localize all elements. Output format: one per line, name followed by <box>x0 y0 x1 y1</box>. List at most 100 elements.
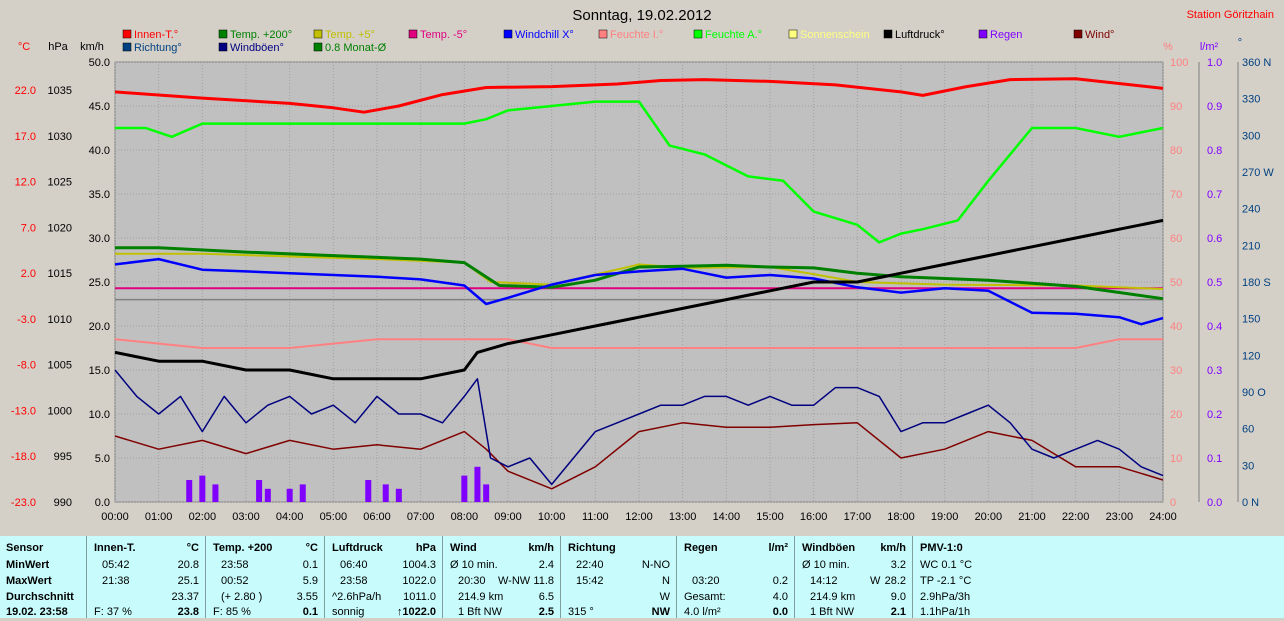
temp-tick: -13.0 <box>11 405 36 417</box>
legend-label: Innen-T.° <box>134 29 178 41</box>
rain-tick: 0.7 <box>1207 189 1222 201</box>
rain-tick: 0.2 <box>1207 409 1222 421</box>
dir-tick: 90 O <box>1242 387 1266 399</box>
time-tick: 23:00 <box>1106 511 1134 523</box>
time-tick: 04:00 <box>276 511 304 523</box>
stats-luft-current: ↑1022.0 <box>396 606 436 618</box>
rain-tick: 0.8 <box>1207 145 1222 157</box>
dir-tick: 210 <box>1242 240 1260 252</box>
stats-boen-max-dir: W <box>870 575 881 587</box>
temp-tick: 22.0 <box>15 85 36 97</box>
stats-regen-sum: 4.0 l/m² <box>684 606 721 618</box>
axis-unit-rain: l/m² <box>1200 41 1219 53</box>
temp-tick: -23.0 <box>11 497 36 509</box>
legend-label: Temp. +200° <box>230 29 292 41</box>
stats-boen-avg: 9.0 <box>890 591 906 603</box>
legend-swatch <box>122 42 132 52</box>
legend-swatch <box>218 29 228 39</box>
kmh-tick: 10.0 <box>89 409 110 421</box>
dir-tick: 330 <box>1242 94 1260 106</box>
rain-bar <box>461 475 468 502</box>
stats-avg-label: Durchschnitt <box>6 591 74 603</box>
stats-innen-max-time: 21:38 <box>102 575 130 587</box>
time-tick: 10:00 <box>538 511 566 523</box>
series-line-windb-en- <box>114 369 1164 486</box>
stats-richtung-deg: 315 ° <box>568 606 594 618</box>
stats-wind-unit: km/h <box>528 542 554 554</box>
kmh-tick: 25.0 <box>89 277 110 289</box>
time-tick: 21:00 <box>1018 511 1046 523</box>
hpa-tick: 1015 <box>48 268 72 280</box>
rain-bar <box>199 475 206 502</box>
stats-wind-col: Wind km/h Ø 10 min. 2.4 20:30 W-NW 11.8 214.… <box>444 536 561 618</box>
dir-tick: 0 N <box>1242 497 1259 509</box>
hpa-tick: 1000 <box>48 405 72 417</box>
station-name: Station Göritzhain <box>1187 9 1274 21</box>
time-tick: 18:00 <box>887 511 915 523</box>
dir-tick: 60 <box>1242 424 1254 436</box>
legend-label: Richtung° <box>134 42 182 54</box>
stats-boen-avg10: 3.2 <box>890 559 906 571</box>
temp-tick: -3.0 <box>17 314 36 326</box>
stats-temp-unit: °C <box>305 542 318 554</box>
kmh-tick: 0.0 <box>95 497 110 509</box>
stats-richtung-current: NW <box>651 606 670 618</box>
weather-chart: Sonntag, 19.02.2012 Station Göritzhain Inn… <box>11 7 1274 523</box>
legend-label: Temp. -5° <box>420 29 467 41</box>
stats-wind-max-dir: W-NW <box>498 575 531 587</box>
stats-wind-max: 11.8 <box>533 575 554 587</box>
stats-innen-min: 20.8 <box>177 559 199 571</box>
time-tick: 05:00 <box>320 511 348 523</box>
pct-tick: 40 <box>1170 321 1182 333</box>
axis-unit-dir: ° <box>1238 37 1242 49</box>
time-tick: 02:00 <box>189 511 217 523</box>
stats-wind-max-time: 20:30 <box>458 575 486 587</box>
stats-temp-min: 0.1 <box>302 559 318 571</box>
stats-temp-max: 5.9 <box>302 575 318 587</box>
legend-label: Feuchte I.° <box>610 29 663 41</box>
time-tick: 24:00 <box>1149 511 1177 523</box>
stats-boen-col: Windböen km/h Ø 10 min. 3.2 14:12 W 28.2 214… <box>796 536 913 618</box>
stats-luft-forecast: sonnig <box>332 606 365 618</box>
dir-tick: 360 N <box>1242 57 1271 69</box>
legend-swatch <box>978 29 988 39</box>
legend-label: 0.8 Monat-Ø <box>325 42 387 54</box>
series-line-temp-5- <box>115 252 1164 290</box>
hpa-tick: 1025 <box>48 177 72 189</box>
stats-panel: Sensor MinWert MaxWert Durchschnitt 19.0… <box>0 536 1284 618</box>
time-tick: 09:00 <box>494 511 522 523</box>
legend-swatch <box>598 29 608 39</box>
hpa-tick: 1020 <box>48 222 72 234</box>
stats-richtung-title: Richtung <box>568 542 616 554</box>
temp-tick: 2.0 <box>21 268 36 280</box>
kmh-tick: 30.0 <box>89 233 110 245</box>
legend-swatch <box>313 42 323 52</box>
stats-richtung-d2: N <box>662 575 670 587</box>
time-tick: 01:00 <box>145 511 173 523</box>
stats-innen-unit: °C <box>186 542 199 554</box>
time-tick: 22:00 <box>1062 511 1090 523</box>
rain-bar <box>186 480 193 502</box>
legend-swatch <box>313 29 323 39</box>
stats-pmv-1h: 1.1hPa/1h <box>920 606 971 618</box>
stats-wind-current: 2.5 <box>538 606 554 618</box>
kmh-tick: 50.0 <box>89 57 110 69</box>
rain-bar <box>299 484 306 502</box>
stats-temp-diff: (+ 2.80 ) <box>221 591 263 603</box>
stats-pmv-title: PMV-1:0 <box>920 542 963 554</box>
stats-wind-title: Wind <box>450 542 477 554</box>
legend-swatch <box>408 29 418 39</box>
rain-tick: 1.0 <box>1207 57 1222 69</box>
legend-label: Wind° <box>1085 29 1114 41</box>
hpa-tick: 1005 <box>48 360 72 372</box>
rain-bar <box>286 488 293 502</box>
legend-swatch <box>693 29 703 39</box>
dir-tick: 30 <box>1242 460 1254 472</box>
dir-tick: 300 <box>1242 130 1260 142</box>
kmh-tick: 20.0 <box>89 321 110 333</box>
axis-unit-temp: °C <box>18 41 30 53</box>
stats-temp-col: Temp. +200 °C 23:58 0.1 00:52 5.9 (+ 2.80 )… <box>207 536 325 618</box>
series-line-wind- <box>114 422 1164 490</box>
stats-wind-avg10: 2.4 <box>538 559 554 571</box>
stats-boen-unit: km/h <box>880 542 906 554</box>
